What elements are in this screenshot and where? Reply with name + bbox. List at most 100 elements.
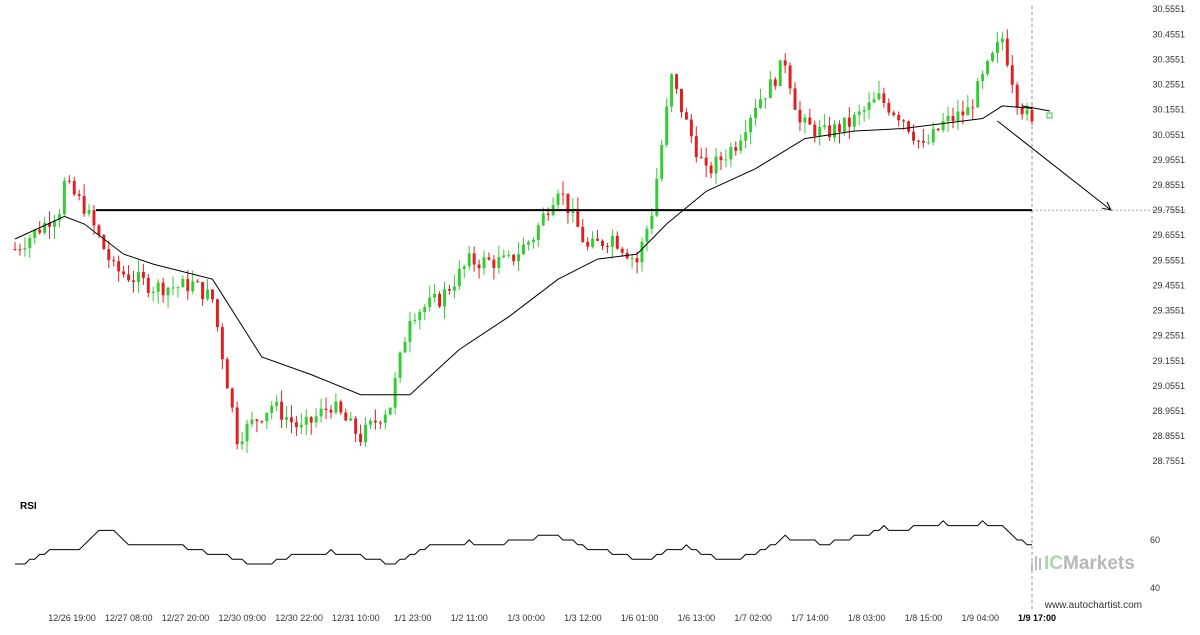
candle-body — [887, 102, 891, 113]
x-tick-label: 1/6 13:00 — [678, 613, 716, 623]
candle-body — [171, 287, 175, 289]
forecast-arrow-line — [997, 120, 1112, 211]
y-tick-label: 29.6551 — [1152, 230, 1185, 240]
candle-body — [215, 299, 219, 328]
y-tick-label: 29.0551 — [1152, 381, 1185, 391]
candle-body — [605, 245, 609, 247]
candle-body — [739, 140, 743, 151]
candle-body — [324, 408, 328, 410]
candle-body — [531, 239, 535, 243]
y-tick-label: 29.2551 — [1152, 331, 1185, 341]
y-tick-label: 29.5551 — [1152, 255, 1185, 265]
candle-body — [428, 297, 432, 307]
x-tick-label: 1/8 03:00 — [848, 613, 886, 623]
candle-body — [53, 220, 56, 227]
y-tick-label: 30.0551 — [1152, 130, 1185, 140]
candle-body — [665, 106, 669, 145]
candle-body — [768, 79, 772, 99]
candle-body — [112, 260, 116, 262]
candle-body — [793, 88, 797, 110]
candle-body — [457, 269, 461, 287]
candle-body — [314, 416, 318, 423]
candle-body — [225, 359, 229, 389]
lines-layer — [14, 105, 1185, 396]
candle-body — [117, 261, 121, 272]
candle-body — [902, 120, 906, 122]
candle-body — [507, 254, 511, 256]
x-tick-label: 1/9 17:00 — [1018, 613, 1056, 623]
candle-body — [1015, 84, 1019, 108]
candle-body — [852, 114, 856, 127]
candle-body — [670, 74, 674, 107]
candle-body — [842, 117, 846, 132]
candle-body — [492, 259, 496, 268]
candle-body — [1030, 109, 1034, 122]
candle-body — [186, 278, 190, 292]
candle-body — [882, 93, 886, 103]
candle-body — [43, 222, 47, 233]
x-tick-label: 1/7 14:00 — [791, 613, 829, 623]
candle-body — [462, 266, 466, 270]
candle-body — [176, 287, 180, 289]
candle-body — [956, 111, 960, 122]
candle-body — [872, 99, 876, 103]
candle-body — [981, 73, 985, 82]
candle-body — [102, 235, 106, 250]
x-tick-label: 12/26 19:00 — [48, 613, 96, 623]
candle-body — [813, 124, 817, 137]
candle-body — [581, 226, 585, 242]
candle-body — [418, 312, 422, 321]
candle-body — [127, 274, 131, 281]
candle-body — [339, 401, 343, 413]
candle-body — [413, 320, 417, 322]
candles-layer — [13, 29, 1034, 454]
candle-body — [270, 405, 274, 413]
x-tick-label: 1/3 12:00 — [564, 613, 602, 623]
candle-body — [803, 117, 807, 123]
candle-body — [250, 419, 254, 424]
x-tick-label: 1/9 04:00 — [961, 613, 999, 623]
candle-body — [941, 121, 945, 131]
candle-body — [961, 111, 965, 116]
candle-body — [344, 412, 348, 421]
candle-body — [141, 271, 145, 278]
candle-body — [1010, 65, 1014, 85]
x-tick-label: 1/7 02:00 — [734, 613, 772, 623]
candle-body — [378, 422, 382, 424]
candle-body — [601, 240, 604, 246]
candle-body — [388, 407, 392, 415]
candle-body — [260, 421, 264, 423]
candle-body — [749, 117, 753, 133]
candle-body — [719, 156, 723, 161]
y-tick-label: 28.8551 — [1152, 431, 1185, 441]
candle-body — [788, 65, 792, 89]
candle-body — [833, 124, 837, 138]
candle-body — [892, 112, 896, 115]
candle-body — [823, 125, 827, 127]
candle-body — [146, 277, 150, 293]
candle-body — [566, 193, 570, 214]
candle-body — [522, 244, 525, 255]
watermark-brand: ICMarkets — [1044, 553, 1135, 574]
candle-body — [912, 131, 915, 141]
candle-body — [971, 107, 975, 109]
x-tick-label: 1/2 11:00 — [451, 613, 488, 623]
current-candle-marker — [1046, 112, 1053, 119]
candle-body — [181, 278, 185, 288]
candle-body — [1025, 109, 1029, 115]
candle-body — [206, 289, 210, 300]
x-tick-label: 12/31 10:00 — [332, 613, 380, 623]
candle-body — [57, 214, 61, 221]
rsi-label: RSI — [20, 501, 37, 512]
x-tick-label: 12/30 22:00 — [275, 613, 323, 623]
candle-body — [472, 253, 476, 265]
candle-body — [23, 248, 27, 250]
candle-body — [393, 377, 397, 408]
candle-body — [655, 178, 659, 216]
y-tick-label: 29.3551 — [1152, 306, 1185, 316]
candle-body — [862, 109, 866, 112]
labels-layer: 30.5551 30.4551 30.3551 30.2551 30.1551 30.05… — [48, 4, 1185, 623]
watermark-brand-prefix: IC — [1044, 553, 1063, 574]
candle-body — [512, 254, 516, 262]
